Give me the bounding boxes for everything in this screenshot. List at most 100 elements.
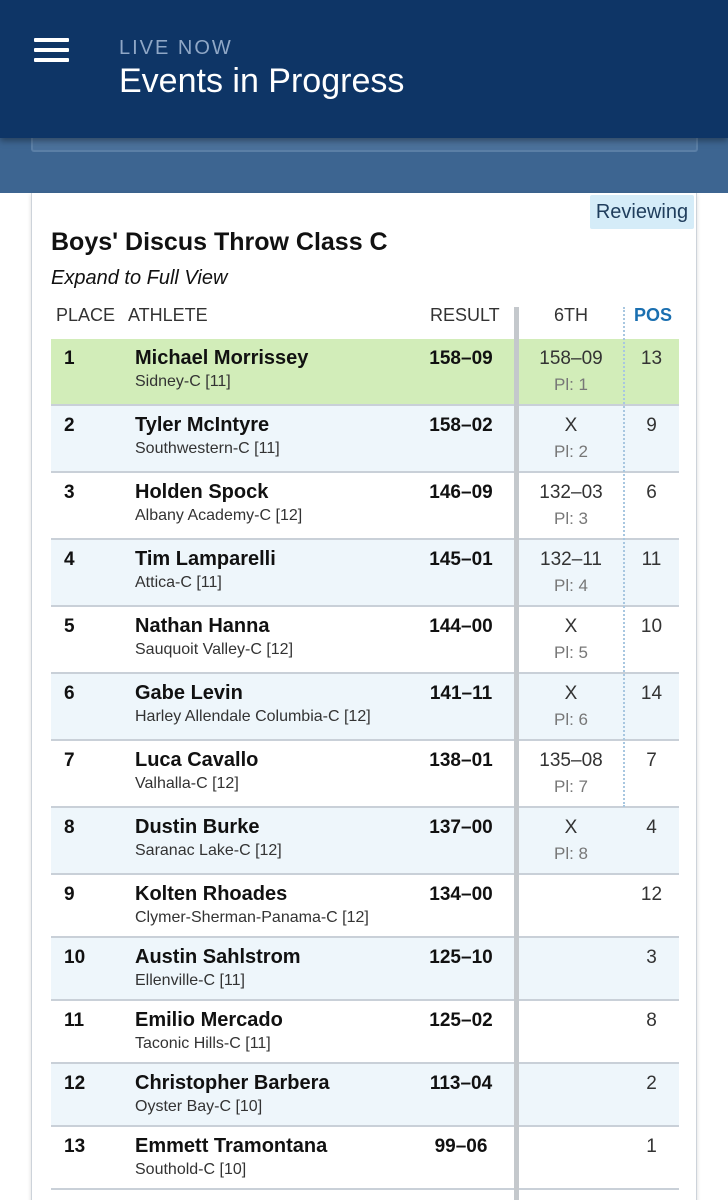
athlete-school: Ellenville-C [11] <box>135 972 245 989</box>
athlete-name: Nathan Hanna <box>135 615 270 637</box>
place-cell: 6 <box>64 683 75 704</box>
athlete-school: Sidney-C [11] <box>135 373 231 390</box>
sixth-attempt-place: Pl: 3 <box>553 509 589 528</box>
page-title: Events in Progress <box>119 62 405 100</box>
result-cell: 141–11 <box>429 683 493 704</box>
event-card: Reviewing Boys' Discus Throw Class C Exp… <box>31 193 697 1200</box>
athlete-name: Emilio Mercado <box>135 1009 283 1031</box>
result-cell: 158–09 <box>429 348 493 369</box>
result-cell: 146–09 <box>429 482 493 503</box>
athlete-name: Dustin Burke <box>135 816 260 838</box>
table-row[interactable]: 8 Dustin Burke Saranac Lake-C [12] 137–00 X P… <box>51 808 679 875</box>
column-header-place[interactable]: PLACE <box>56 305 116 325</box>
athlete-school: Southold-C [10] <box>135 1161 247 1178</box>
column-header-pos[interactable]: POS <box>634 305 673 325</box>
table-row[interactable]: 13 Emmett Tramontana Southold-C [10] 99–06 1 <box>51 1127 679 1190</box>
sixth-attempt-cell: 135–08 <box>539 750 603 771</box>
sixth-attempt-place: Pl: 7 <box>553 777 589 796</box>
athlete-school: Saranac Lake-C [12] <box>135 842 282 859</box>
position-cell: 11 <box>641 549 662 570</box>
sixth-attempt-place: Pl: 5 <box>553 643 589 662</box>
position-cell: 8 <box>646 1010 657 1031</box>
athlete-name: Austin Sahlstrom <box>135 946 301 968</box>
result-cell: 158–02 <box>429 415 493 436</box>
position-cell: 6 <box>646 482 657 503</box>
table-row[interactable]: 10 Austin Sahlstrom Ellenville-C [11] 125–1… <box>51 938 679 1001</box>
table-row[interactable]: 1 Michael Morrissey Sidney-C [11] 158–09 158… <box>51 339 679 406</box>
sixth-attempt-place: Pl: 4 <box>553 576 589 595</box>
menu-icon[interactable] <box>34 38 70 62</box>
column-header-6th[interactable]: 6TH <box>554 305 589 325</box>
table-row[interactable]: 6 Gabe Levin Harley Allendale Columbia-C [… <box>51 674 679 741</box>
athlete-school: Southwestern-C [11] <box>135 440 280 457</box>
sixth-attempt-place: Pl: 2 <box>553 442 589 461</box>
table-row[interactable]: 11 Emilio Mercado Taconic Hills-C [11] 125–… <box>51 1001 679 1064</box>
results-table: PLACE ATHLETE RESULT 6TH POS 1 Michael Mo… <box>51 301 679 1200</box>
sixth-attempt-place: Pl: 8 <box>553 844 589 863</box>
athlete-name: Gabe Levin <box>135 682 243 704</box>
event-title: Boys' Discus Throw Class C <box>51 228 388 256</box>
result-cell: 125–02 <box>429 1010 493 1031</box>
athlete-name: Tyler McIntyre <box>135 414 270 436</box>
place-cell: 13 <box>64 1136 86 1157</box>
result-cell: 145–01 <box>429 549 493 570</box>
sixth-attempt-place: Pl: 6 <box>553 710 589 729</box>
athlete-school: Sauquoit Valley-C [12] <box>135 641 294 658</box>
place-cell: 4 <box>64 549 75 570</box>
athlete-name: Michael Morrissey <box>135 347 309 369</box>
result-cell: 125–10 <box>429 947 493 968</box>
table-row[interactable]: 4 Tim Lamparelli Attica-C [11] 145–01 132–11… <box>51 540 679 607</box>
position-cell: 3 <box>646 947 657 968</box>
place-cell: 7 <box>64 750 75 771</box>
athlete-name: Emmett Tramontana <box>135 1135 328 1157</box>
result-cell: 137–00 <box>429 817 493 838</box>
result-cell: 134–00 <box>429 884 493 905</box>
sixth-attempt-cell: 132–03 <box>539 482 603 503</box>
place-cell: 10 <box>64 947 86 968</box>
table-row[interactable]: 9 Kolten Rhoades Clymer-Sherman-Panama-C [… <box>51 875 679 938</box>
athlete-name: Holden Spock <box>135 481 269 503</box>
athlete-school: Oyster Bay-C [10] <box>135 1098 263 1115</box>
expand-full-view-link[interactable]: Expand to Full View <box>51 267 228 289</box>
result-cell: 113–04 <box>429 1073 493 1094</box>
place-cell: 2 <box>64 415 75 436</box>
sixth-attempt-cell: X <box>564 616 578 637</box>
athlete-name: Tim Lamparelli <box>135 548 276 570</box>
column-header-result[interactable]: RESULT <box>430 305 500 325</box>
sixth-attempt-cell: 158–09 <box>539 348 603 369</box>
table-row[interactable]: 3 Holden Spock Albany Academy-C [12] 146–09… <box>51 473 679 540</box>
column-divider-dotted <box>623 307 625 807</box>
column-header-athlete[interactable]: ATHLETE <box>128 305 208 325</box>
table-row[interactable]: 2 Tyler McIntyre Southwestern-C [11] 158–02… <box>51 406 679 473</box>
position-cell: 12 <box>640 884 663 905</box>
athlete-school: Clymer-Sherman-Panama-C [12] <box>135 909 369 926</box>
athlete-name: Luca Cavallo <box>135 749 259 771</box>
sixth-attempt-cell: X <box>564 817 578 838</box>
sixth-attempt-cell: X <box>564 415 578 436</box>
status-badge: Reviewing <box>590 195 694 229</box>
header-overline: LIVE NOW <box>119 37 233 59</box>
athlete-school: Albany Academy-C [12] <box>135 507 303 524</box>
place-cell: 1 <box>64 348 75 369</box>
app-header: LIVE NOW Events in Progress <box>0 0 728 138</box>
result-cell: 99–06 <box>434 1136 488 1157</box>
table-header: PLACE ATHLETE RESULT 6TH POS <box>51 301 679 339</box>
place-cell: 9 <box>64 884 75 905</box>
position-cell: 14 <box>640 683 663 704</box>
table-row[interactable]: 7 Luca Cavallo Valhalla-C [12] 138–01 135–08… <box>51 741 679 808</box>
athlete-name: Kolten Rhoades <box>135 883 288 905</box>
previous-event-card[interactable] <box>31 138 698 152</box>
table-row[interactable]: 5 Nathan Hanna Sauquoit Valley-C [12] 144–0… <box>51 607 679 674</box>
position-cell: 2 <box>646 1073 657 1094</box>
previous-card-band <box>0 138 728 193</box>
position-cell: 7 <box>646 750 657 771</box>
table-row[interactable]: 12 Christopher Barbera Oyster Bay-C [10] 11… <box>51 1064 679 1127</box>
sixth-attempt-place: Pl: 1 <box>553 375 589 394</box>
place-cell: 8 <box>64 817 75 838</box>
position-cell: 4 <box>646 817 657 838</box>
athlete-school: Taconic Hills-C [11] <box>135 1035 271 1052</box>
position-cell: 13 <box>640 348 663 369</box>
position-cell: 1 <box>646 1136 657 1157</box>
athlete-school: Valhalla-C [12] <box>135 775 239 792</box>
sixth-attempt-cell: X <box>564 683 578 704</box>
